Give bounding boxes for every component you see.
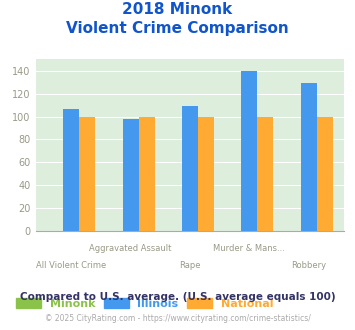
Legend: Minonk, Illinois, National: Minonk, Illinois, National (16, 298, 273, 309)
Bar (79, 116, 95, 231)
Bar (138, 116, 154, 231)
Text: Robbery: Robbery (291, 261, 326, 270)
Text: Compared to U.S. average. (U.S. average equals 100): Compared to U.S. average. (U.S. average … (20, 292, 335, 302)
Text: Murder & Mans...: Murder & Mans... (213, 244, 285, 253)
Bar (198, 116, 214, 231)
Text: © 2025 CityRating.com - https://www.cityrating.com/crime-statistics/: © 2025 CityRating.com - https://www.city… (45, 314, 310, 323)
Text: All Violent Crime: All Violent Crime (36, 261, 106, 270)
Bar (257, 116, 273, 231)
Text: Aggravated Assault: Aggravated Assault (89, 244, 172, 253)
Bar (317, 116, 333, 231)
Bar (182, 106, 198, 231)
Text: 2018 Minonk: 2018 Minonk (122, 2, 233, 16)
Bar (63, 109, 79, 231)
Text: Rape: Rape (179, 261, 201, 270)
Bar (301, 83, 317, 231)
Bar (122, 119, 138, 231)
Bar (241, 71, 257, 231)
Text: Violent Crime Comparison: Violent Crime Comparison (66, 21, 289, 36)
